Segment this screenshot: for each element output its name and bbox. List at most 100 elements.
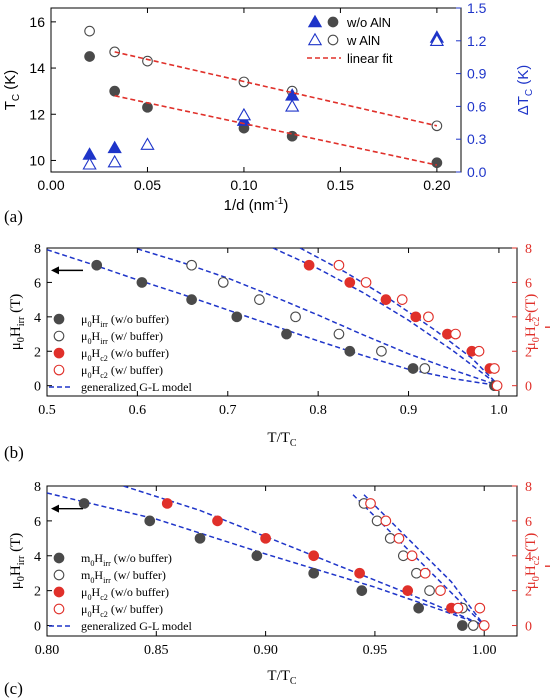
data-point xyxy=(424,585,435,597)
data-point xyxy=(251,550,263,562)
data-point xyxy=(452,602,464,614)
legend-label-part-d: irr xyxy=(100,337,108,346)
legend-label: generalized G-L model xyxy=(81,380,193,394)
y-axis-label-left: μ0Hirr (T) xyxy=(8,533,27,590)
legend-label-part-c: H xyxy=(94,568,103,582)
y-tick-label-right: 1.2 xyxy=(467,33,487,49)
y-axis-label-right-part-b: 0 xyxy=(531,576,542,581)
y-axis-label-right-end: (K) xyxy=(515,65,532,89)
fit-line xyxy=(47,492,485,627)
y-tick-label-right: 6 xyxy=(525,276,532,291)
y-tick-label-left: 6 xyxy=(34,515,41,530)
fit-line xyxy=(114,94,438,166)
data-point xyxy=(308,550,320,562)
plot-frame xyxy=(46,247,518,397)
data-point xyxy=(396,294,408,305)
y-axis-label-right-part-e: (T) xyxy=(523,294,539,317)
data-point xyxy=(140,137,155,150)
data-point xyxy=(431,157,443,169)
legend-label: m0Hirr (w/ buffer) xyxy=(81,568,166,585)
legend-label: μ0Hc2 (w/ buffer) xyxy=(81,602,163,619)
legend-label-part-c: H xyxy=(92,363,101,377)
y-tick-label-right: 0.6 xyxy=(467,98,487,114)
data-point xyxy=(285,99,300,112)
data-point xyxy=(360,277,372,288)
data-point xyxy=(410,311,422,323)
y-tick-label-right: 6 xyxy=(525,515,532,530)
x-tick-label: 0.95 xyxy=(363,643,388,658)
legend-label-part-b: 0 xyxy=(87,593,91,602)
x-tick-label: 0.80 xyxy=(35,643,60,658)
legend-label: μ0Hirr (w/ buffer) xyxy=(81,329,163,346)
legend-marker xyxy=(53,552,65,564)
x-tick-label: 0.5 xyxy=(38,403,56,418)
y-axis-label-right-text: ΔT xyxy=(515,96,532,115)
legend-marker xyxy=(53,330,65,342)
y-axis-label-right-part-d: c2 xyxy=(531,317,542,327)
data-point xyxy=(82,157,97,170)
legend-label-part-e: (w/ buffer) xyxy=(108,329,163,343)
legend-label-part-d: irr xyxy=(100,320,108,329)
x-tick-label: 1.0 xyxy=(490,403,508,418)
x-axis-label-sub: C xyxy=(290,676,297,687)
y-axis-label-right-part-c: H xyxy=(523,565,539,576)
data-point xyxy=(384,532,396,544)
y-axis-label-right-sub: C xyxy=(524,89,535,96)
y-axis-label-left: μ0Hirr (T) xyxy=(8,294,27,351)
y-tick-label-left: 16 xyxy=(29,14,45,30)
legend-label: μ0Hc2 (w/ buffer) xyxy=(81,363,163,380)
fit-line xyxy=(114,51,438,127)
y-tick-label-right: 0 xyxy=(525,620,532,635)
data-point xyxy=(231,311,243,323)
legend-label-part-e: (w/o buffer) xyxy=(108,585,169,599)
legend-label-part-d: c2 xyxy=(100,593,108,602)
legend-label-part-a: μ xyxy=(81,346,87,360)
y-axis-label-right-part-a: μ xyxy=(523,342,539,350)
legend-label-part-b: 0 xyxy=(87,354,91,363)
y-tick-label-left: 12 xyxy=(29,106,45,122)
y-axis-label-right-part-e: (T) xyxy=(523,533,539,556)
data-point xyxy=(380,515,392,527)
legend-label-part-a: m xyxy=(81,551,91,565)
x-tick-label: 1.00 xyxy=(472,643,497,658)
y-axis-label-left-part-b: 0 xyxy=(16,576,27,581)
legend-label-part-e: (w/o buffer) xyxy=(108,312,169,326)
data-point xyxy=(142,55,153,67)
y-axis-label-left-part-c: H xyxy=(8,565,24,576)
x-axis-label: T/TC xyxy=(267,430,297,449)
legend-marker xyxy=(327,34,339,46)
data-point xyxy=(144,515,156,527)
legend-label-part-b: 0 xyxy=(90,559,94,568)
legend-label-part-a: μ xyxy=(81,602,87,616)
y-tick-label-right: 2 xyxy=(525,585,532,600)
data-point xyxy=(491,380,503,392)
legend-label: μ0Hirr (w/o buffer) xyxy=(81,312,169,329)
legend-marker xyxy=(53,603,65,615)
data-point xyxy=(212,515,223,527)
legend-label-part-b: 0 xyxy=(90,576,94,585)
fit-line xyxy=(123,486,485,627)
y-tick-label-right: 0.0 xyxy=(467,164,487,180)
y-axis-label-left-part-a: μ xyxy=(8,581,24,589)
x-tick-label: 0.85 xyxy=(144,643,169,658)
data-point xyxy=(290,311,301,323)
legend-label-part-c: H xyxy=(92,602,101,616)
legend-label-part-d: c2 xyxy=(100,610,108,619)
legend-label-part-a: μ xyxy=(81,312,87,326)
data-point xyxy=(217,277,229,288)
y-axis-label-left-part-e: (T) xyxy=(8,294,24,317)
data-point xyxy=(406,550,418,562)
y-tick-label-left: 8 xyxy=(34,242,41,257)
left-axis-arrowhead xyxy=(51,266,59,275)
data-point xyxy=(142,101,153,113)
legend-label-part-d: c2 xyxy=(100,354,108,363)
x-axis-label-text: 1/d (nm xyxy=(224,197,275,214)
legend-label-part-e: (w/ buffer) xyxy=(108,363,163,377)
x-tick-label: 0.05 xyxy=(134,177,161,193)
x-axis-label-sub: C xyxy=(290,438,297,449)
left-axis-arrowhead xyxy=(51,504,59,513)
data-point xyxy=(84,25,95,37)
